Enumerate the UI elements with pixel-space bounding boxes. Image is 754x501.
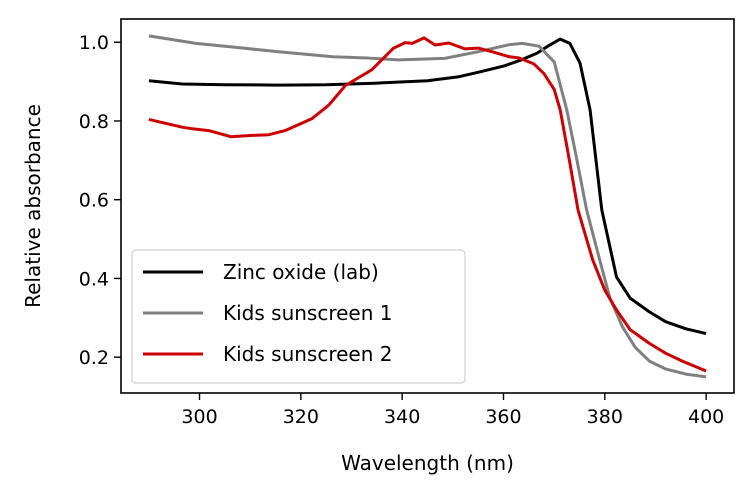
legend: Zinc oxide (lab) Kids sunscreen 1 Kids sun… xyxy=(131,249,466,384)
legend-label: Zinc oxide (lab) xyxy=(223,260,379,284)
y-tick-label: 0.6 xyxy=(79,190,109,212)
y-tick-label: 0.2 xyxy=(79,347,109,369)
legend-label: Kids sunscreen 2 xyxy=(223,342,392,366)
y-tick-label: 1.0 xyxy=(79,32,109,54)
plot-frame xyxy=(120,18,735,394)
series-line-2 xyxy=(148,34,707,379)
y-tick-label: 0.4 xyxy=(79,268,109,290)
y-axis-label: Relative absorbance xyxy=(21,104,45,308)
x-tick-label: 300 xyxy=(181,406,217,428)
x-tick-label: 340 xyxy=(384,406,420,428)
series-layer xyxy=(148,34,707,379)
ticks-layer: 300 320 340 360 380 400 0.2 0.4 0.6 0.8 1.0 xyxy=(79,32,724,428)
legend-box xyxy=(131,249,466,384)
x-axis-label: Wavelength (nm) xyxy=(341,451,514,475)
x-tick-label: 320 xyxy=(283,406,319,428)
legend-label: Kids sunscreen 1 xyxy=(223,301,392,325)
x-tick-label: 400 xyxy=(688,406,724,428)
series-line-3 xyxy=(148,36,707,373)
x-tick-label: 360 xyxy=(485,406,521,428)
x-tick-label: 380 xyxy=(587,406,623,428)
y-tick-label: 0.8 xyxy=(79,111,109,133)
